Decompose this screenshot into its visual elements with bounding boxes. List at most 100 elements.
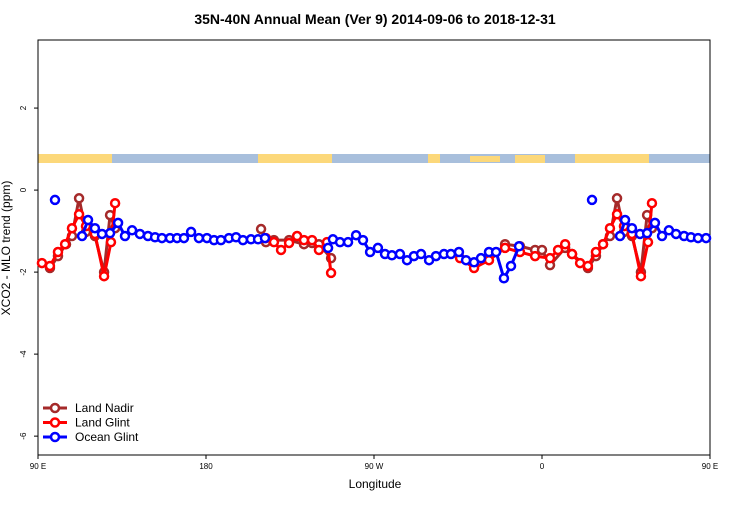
data-point [357, 234, 369, 246]
data-point [513, 241, 525, 252]
data-point [611, 209, 623, 220]
data-point [237, 234, 249, 246]
data-point [98, 270, 110, 282]
x-tick-label: 90 W [365, 462, 384, 471]
data-point [364, 246, 376, 258]
data-point [614, 230, 626, 242]
data-point [430, 250, 442, 262]
legend-label: Land Nadir [75, 401, 134, 415]
data-point [44, 260, 56, 272]
data-point [566, 248, 578, 260]
data-point [619, 214, 631, 226]
data-point [185, 226, 197, 238]
data-point [646, 197, 658, 209]
data-point [73, 209, 85, 220]
land-band [575, 154, 649, 163]
data-point [544, 252, 556, 264]
data-point [490, 246, 502, 258]
x-tick-label: 90 E [30, 462, 46, 471]
data-point [415, 248, 427, 260]
y-tick-label: -2 [19, 268, 28, 276]
land-band [470, 156, 500, 162]
data-point [215, 234, 227, 246]
chart-title: 35N-40N Annual Mean (Ver 9) 2014-09-06 t… [194, 11, 556, 27]
data-point [552, 244, 564, 256]
data-point [498, 273, 510, 284]
data-point [529, 250, 541, 262]
data-point [700, 232, 712, 244]
data-point [626, 222, 638, 234]
data-point [372, 242, 384, 254]
data-point [306, 234, 318, 246]
data-point [604, 222, 616, 234]
land-band [38, 154, 112, 163]
data-point [582, 260, 594, 272]
data-point [283, 237, 295, 249]
data-point [52, 246, 64, 258]
data-point [109, 197, 121, 209]
y-tick-label: 0 [19, 187, 28, 192]
data-point [670, 228, 682, 240]
data-point [499, 242, 511, 254]
legend-marker [49, 431, 61, 443]
data-point [255, 223, 267, 235]
data-point [134, 228, 146, 240]
data-point [313, 244, 325, 256]
data-point [394, 248, 406, 260]
data-point [49, 194, 61, 206]
data-point [386, 250, 398, 261]
data-point [73, 193, 85, 204]
ocean-band [38, 154, 710, 163]
data-point [656, 230, 668, 242]
data-point [76, 230, 88, 242]
data-point [82, 214, 94, 226]
legend-label: Land Glint [75, 416, 130, 430]
data-point [597, 238, 609, 250]
data-point [275, 244, 287, 256]
data-point [342, 236, 354, 248]
legend-marker [49, 402, 61, 414]
y-tick-label: -4 [19, 350, 28, 358]
land-band [428, 154, 440, 163]
data-point [460, 254, 472, 266]
data-point [483, 254, 495, 266]
data-point [59, 238, 71, 250]
x-tick-label: 90 E [702, 462, 718, 471]
land-band [515, 155, 545, 163]
data-point [322, 242, 334, 254]
data-point [126, 225, 138, 236]
data-point [105, 236, 117, 248]
data-point [590, 246, 602, 258]
legend-label: Ocean Glint [75, 430, 139, 444]
data-point [119, 230, 131, 242]
x-axis-label: Longitude [349, 477, 402, 491]
data-point [505, 260, 517, 272]
land-ocean-strip [38, 154, 710, 163]
y-axis-label: XCO2 - MLO trend (ppm) [0, 181, 13, 316]
data-point [559, 238, 571, 250]
data-point [178, 232, 190, 244]
data-point [586, 194, 598, 206]
x-tick-label: 180 [199, 462, 213, 471]
data-point [350, 229, 362, 241]
data-point [112, 217, 124, 229]
x-tick-label: 0 [540, 462, 545, 471]
series [49, 194, 712, 284]
data-point [325, 267, 337, 279]
data-point [453, 246, 465, 258]
data-point [268, 236, 280, 248]
land-band [258, 154, 332, 163]
legend-marker [49, 417, 61, 428]
y-tick-label: 2 [19, 105, 28, 110]
data-point [641, 227, 653, 239]
data-point [611, 193, 623, 204]
data-point [259, 232, 271, 244]
data-point [642, 236, 654, 248]
data-point [635, 270, 647, 282]
data-point [475, 252, 487, 264]
data-point [649, 217, 661, 229]
data-point [96, 228, 108, 240]
